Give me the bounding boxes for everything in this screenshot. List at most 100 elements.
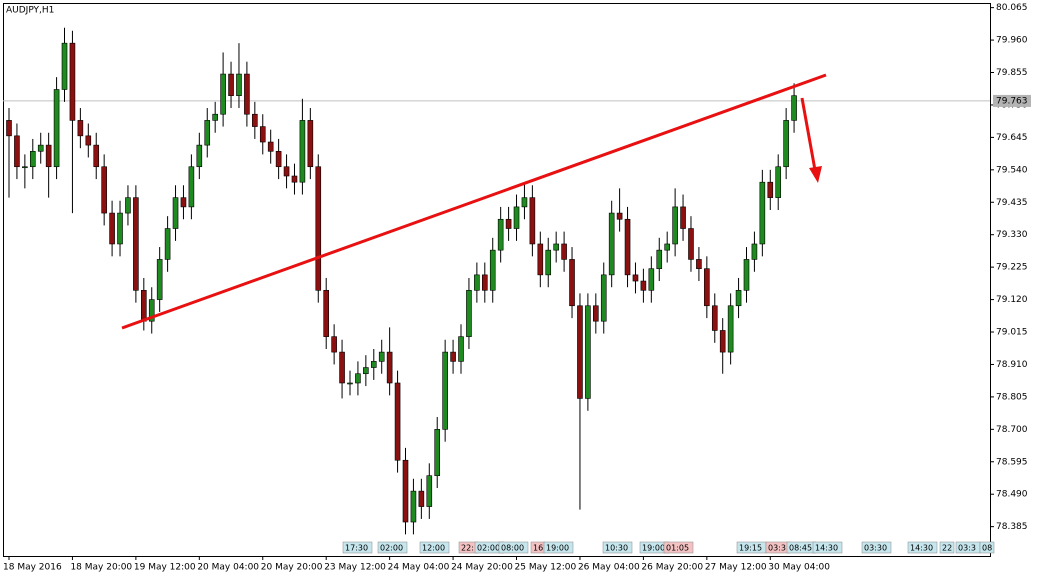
- time-marker-box: [979, 541, 995, 554]
- candle-body: [656, 249, 663, 269]
- x-tick-label: 24 May 20:00: [451, 563, 513, 573]
- candle-body: [244, 73, 250, 115]
- time-marker-label: 19:00: [642, 544, 665, 553]
- x-tick-label: 18 May 2016: [3, 563, 62, 573]
- time-marker-box: [812, 541, 843, 554]
- candle-body: [521, 197, 528, 208]
- x-tick-label: 24 May 04:00: [388, 563, 450, 573]
- candle-body: [711, 305, 718, 331]
- candle-body: [331, 336, 337, 353]
- time-marker-box: [498, 541, 529, 554]
- candle-body: [180, 197, 187, 208]
- candle-body: [355, 373, 361, 384]
- time-marker-label: 03:3: [768, 544, 786, 553]
- candle-body: [315, 166, 322, 291]
- current-price-label: 79.763: [996, 96, 1028, 106]
- time-marker-box: [377, 541, 408, 554]
- candle-body: [117, 212, 123, 245]
- candle-body: [275, 150, 282, 168]
- candle-body: [791, 95, 797, 121]
- time-marker-label: 01:05: [666, 544, 689, 553]
- candle-body: [339, 351, 345, 384]
- candle-body: [347, 382, 353, 385]
- candle-body: [378, 351, 385, 362]
- x-tick-label: 23 May 12:00: [324, 563, 386, 573]
- candle-body: [37, 144, 44, 152]
- time-marker-box: [663, 541, 694, 554]
- candle-body: [53, 89, 60, 168]
- y-tick-label: 79.645: [996, 133, 1028, 143]
- time-marker-label: 03:30: [864, 544, 887, 553]
- candle-body: [458, 336, 464, 362]
- candle-body: [426, 475, 433, 507]
- candle-body: [148, 299, 155, 322]
- time-marker-box: [939, 541, 955, 554]
- candle-body: [569, 259, 575, 307]
- candle-body: [156, 259, 163, 300]
- arrow-head: [809, 166, 822, 183]
- x-tick-label: 20 May 20:00: [261, 563, 323, 573]
- time-marker-label: 08:00: [501, 544, 524, 553]
- candle-body: [196, 144, 203, 168]
- candle-body: [267, 141, 274, 152]
- candle-body: [101, 166, 107, 214]
- candle-body: [489, 249, 496, 291]
- time-marker-label: 12:00: [422, 544, 445, 553]
- candle-body: [783, 120, 789, 168]
- time-marker-label: 14:30: [910, 544, 933, 553]
- time-marker-label: 22:: [461, 544, 474, 553]
- candle-body: [466, 290, 472, 337]
- candle-body: [442, 351, 448, 430]
- time-marker-label: 03:3: [958, 544, 976, 553]
- candle-body: [450, 351, 456, 362]
- candle-body: [719, 330, 726, 353]
- time-marker-label: 08:45: [789, 544, 812, 553]
- time-marker-label: 22: [942, 544, 952, 553]
- x-tick-label: 26 May 20:00: [641, 563, 703, 573]
- y-tick-label: 78.805: [996, 392, 1028, 402]
- candle-body: [767, 181, 774, 198]
- y-tick-label: 79.540: [996, 165, 1028, 175]
- candle-body: [172, 197, 179, 229]
- candle-body: [69, 42, 76, 121]
- candle-body: [77, 120, 84, 137]
- candle-body: [220, 73, 226, 115]
- candle-body: [252, 113, 258, 127]
- candle-body: [775, 166, 782, 198]
- x-tick-label: 20 May 04:00: [197, 563, 259, 573]
- time-marker-box: [602, 541, 633, 554]
- candle-body: [6, 120, 12, 137]
- y-tick-label: 78.595: [996, 457, 1028, 467]
- candle-body: [664, 243, 670, 251]
- candle-body: [109, 212, 115, 245]
- candle-body: [133, 197, 139, 291]
- candle-body: [640, 280, 647, 291]
- candle-body: [735, 290, 742, 307]
- candle-body: [236, 73, 242, 96]
- plot-frame: [3, 3, 991, 557]
- candle-body: [61, 42, 68, 90]
- candle-body: [85, 135, 92, 146]
- time-marker-label: 02:00: [380, 544, 403, 553]
- time-marker-label: 02:00: [477, 544, 500, 553]
- candle-body: [513, 206, 520, 229]
- candle-body: [125, 197, 131, 214]
- candle-body: [577, 305, 583, 399]
- candle-body: [505, 218, 512, 229]
- x-tick-label: 19 May 12:00: [134, 563, 196, 573]
- candle-body: [204, 120, 211, 146]
- time-marker-label: 17:30: [345, 544, 368, 553]
- candle-body: [648, 268, 655, 291]
- time-marker-label: 19:15: [739, 544, 762, 553]
- candle-body: [672, 206, 678, 245]
- candle-body: [624, 218, 631, 276]
- candle-body: [593, 305, 599, 322]
- time-marker-box: [543, 541, 574, 554]
- candle-body: [228, 73, 234, 96]
- candle-body: [727, 305, 734, 353]
- time-marker-box: [861, 541, 892, 554]
- x-tick-label: 27 May 12:00: [705, 563, 767, 573]
- y-tick-label: 78.385: [996, 522, 1028, 532]
- candle-body: [608, 212, 615, 276]
